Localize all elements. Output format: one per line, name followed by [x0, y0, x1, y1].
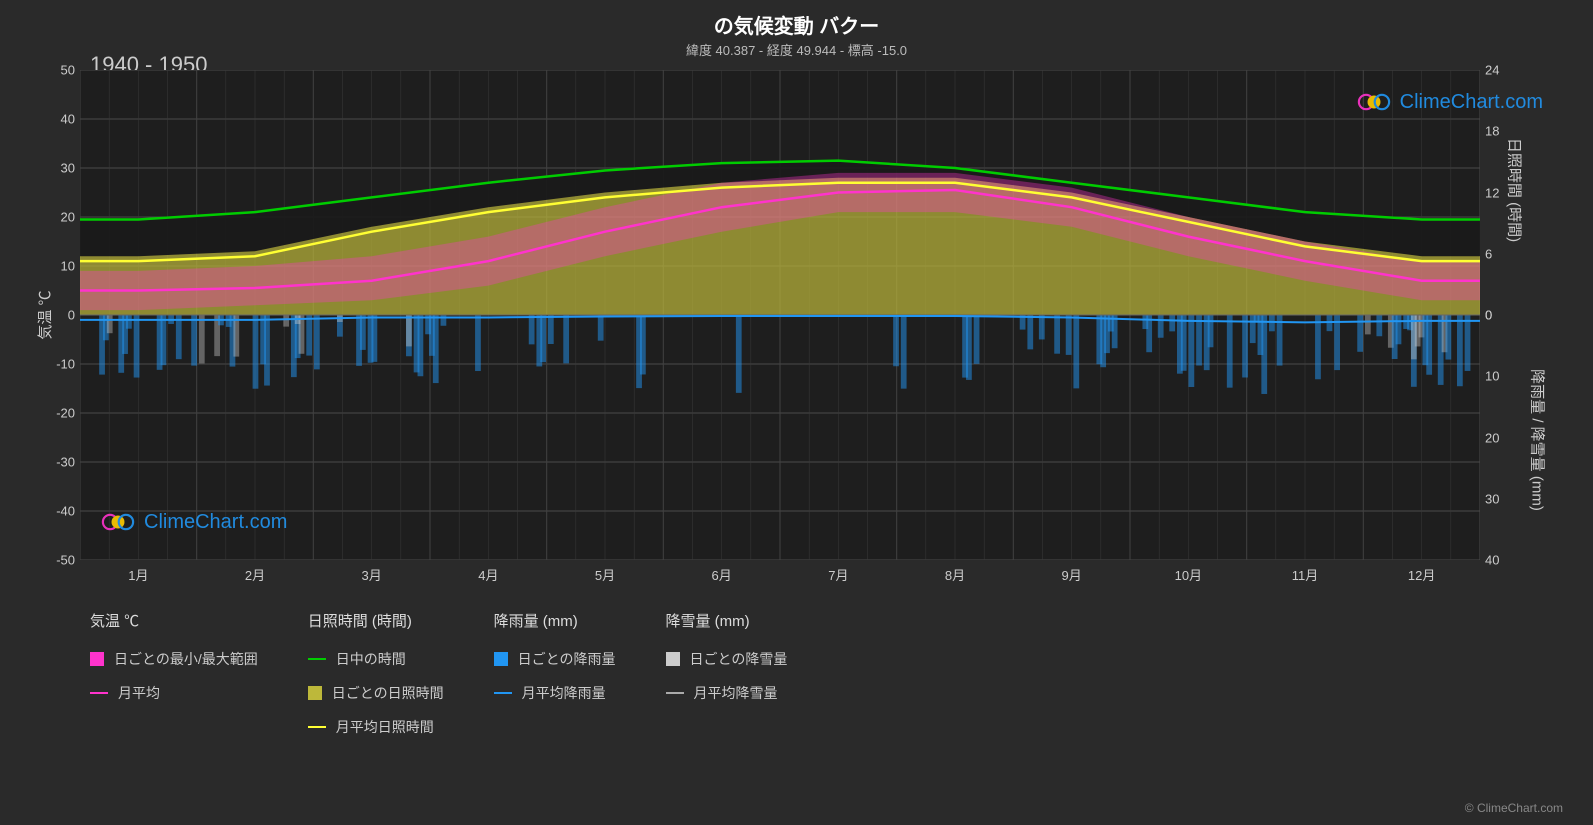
legend-label: 日ごとの降雨量 [518, 649, 616, 669]
legend-item: 月平均日照時間 [308, 717, 444, 737]
x-tick: 3月 [362, 565, 382, 584]
legend-swatch [90, 692, 108, 694]
y-right-bottom-tick: 20 [1485, 430, 1499, 445]
legend-swatch [494, 692, 512, 694]
chart-svg [80, 70, 1480, 560]
x-tick: 10月 [1175, 565, 1202, 584]
x-tick: 9月 [1062, 565, 1082, 584]
chart-title: の気候変動 バクー [0, 10, 1593, 39]
legend-item: 月平均降雨量 [494, 683, 616, 703]
y-left-tick: -40 [56, 504, 75, 519]
y-right-bottom-tick: 40 [1485, 553, 1499, 568]
legend-header: 気温 ℃ [90, 610, 258, 631]
legend-column: 降雪量 (mm) 日ごとの降雪量月平均降雪量 [666, 610, 788, 737]
chart-plot-area [80, 70, 1480, 560]
watermark-text: ClimeChart.com [144, 511, 287, 534]
x-tick: 1月 [128, 565, 148, 584]
legend-label: 日ごとの降雪量 [690, 649, 788, 669]
legend-item: 日ごとの降雨量 [494, 649, 616, 669]
legend-label: 日ごとの最小/最大範囲 [114, 649, 258, 669]
y-left-tick: -20 [56, 406, 75, 421]
y-right-top-tick: 24 [1485, 63, 1499, 78]
x-tick: 12月 [1408, 565, 1435, 584]
y-right-top-tick: 6 [1485, 246, 1492, 261]
x-tick: 11月 [1292, 565, 1319, 584]
y-left-tick: 10 [61, 259, 75, 274]
legend-label: 日中の時間 [336, 649, 406, 669]
legend-swatch [90, 652, 104, 666]
legend-header: 日照時間 (時間) [308, 610, 444, 631]
legend-header: 降雪量 (mm) [666, 610, 788, 631]
legend-column: 日照時間 (時間) 日中の時間日ごとの日照時間月平均日照時間 [308, 610, 444, 737]
legend-item: 日中の時間 [308, 649, 444, 669]
y-left-tick: 50 [61, 63, 75, 78]
y-left-tick: 30 [61, 161, 75, 176]
y-right-top-tick: 18 [1485, 124, 1499, 139]
x-tick: 8月 [945, 565, 965, 584]
legend-column: 降雨量 (mm) 日ごとの降雨量月平均降雨量 [494, 610, 616, 737]
y-left-tick: 0 [68, 308, 75, 323]
watermark-top: ClimeChart.com [1356, 90, 1543, 114]
y-right-top-tick: 12 [1485, 185, 1499, 200]
legend-swatch [666, 692, 684, 694]
legend-label: 日ごとの日照時間 [332, 683, 444, 703]
y-left-tick: -30 [56, 455, 75, 470]
legend-label: 月平均降雨量 [522, 683, 606, 703]
climechart-logo-icon [1356, 90, 1392, 114]
chart-container: の気候変動 バクー 緯度 40.387 - 経度 49.944 - 標高 -15… [0, 0, 1593, 825]
watermark-text: ClimeChart.com [1400, 91, 1543, 114]
legend-item: 月平均 [90, 683, 258, 703]
legend-header: 降雨量 (mm) [494, 610, 616, 631]
y-axis-right-bottom-label: 降雨量 / 降雪量 (mm) [1528, 369, 1549, 511]
climechart-logo-icon [100, 510, 136, 534]
x-tick: 2月 [245, 565, 265, 584]
x-tick: 6月 [712, 565, 732, 584]
x-tick: 5月 [595, 565, 615, 584]
x-tick: 7月 [828, 565, 848, 584]
y-right-bottom-tick: 0 [1485, 308, 1492, 323]
y-left-tick: -50 [56, 553, 75, 568]
legend-label: 月平均日照時間 [336, 717, 434, 737]
legend-swatch [308, 726, 326, 728]
legend-swatch [308, 658, 326, 660]
legend-column: 気温 ℃ 日ごとの最小/最大範囲月平均 [90, 610, 258, 737]
y-left-tick: 20 [61, 210, 75, 225]
y-axis-right-bottom: 010203040 [1480, 315, 1515, 560]
y-axis-left: -50-40-30-20-1001020304050 [40, 70, 80, 560]
legend-swatch [666, 652, 680, 666]
chart-subtitle: 緯度 40.387 - 経度 49.944 - 標高 -15.0 [0, 40, 1593, 59]
legend-label: 月平均降雪量 [694, 683, 778, 703]
y-left-tick: -10 [56, 357, 75, 372]
legend-label: 月平均 [118, 683, 160, 703]
x-axis: 1月 2月 3月 4月 5月 6月 7月 8月 9月 10月 11月 12月 [80, 565, 1480, 590]
legend-swatch [308, 686, 322, 700]
x-tick: 4月 [478, 565, 498, 584]
legend-item: 日ごとの降雪量 [666, 649, 788, 669]
y-right-bottom-tick: 30 [1485, 491, 1499, 506]
legend-item: 月平均降雪量 [666, 683, 788, 703]
watermark-bottom: ClimeChart.com [100, 510, 287, 534]
legend-swatch [494, 652, 508, 666]
y-left-tick: 40 [61, 112, 75, 127]
legend-item: 日ごとの最小/最大範囲 [90, 649, 258, 669]
y-right-bottom-tick: 10 [1485, 369, 1499, 384]
legend: 気温 ℃ 日ごとの最小/最大範囲月平均 日照時間 (時間) 日中の時間日ごとの日照時間… [90, 610, 1553, 737]
credit: © ClimeChart.com [1465, 801, 1563, 815]
legend-item: 日ごとの日照時間 [308, 683, 444, 703]
